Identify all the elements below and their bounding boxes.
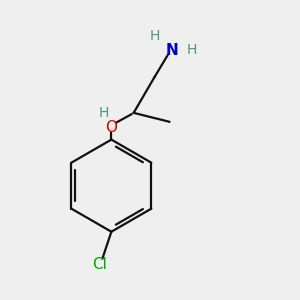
Text: H: H — [99, 106, 109, 120]
Text: N: N — [166, 43, 179, 58]
Text: H: H — [186, 44, 197, 57]
Text: Cl: Cl — [92, 257, 107, 272]
Text: O: O — [105, 120, 117, 135]
Text: H: H — [149, 28, 160, 43]
